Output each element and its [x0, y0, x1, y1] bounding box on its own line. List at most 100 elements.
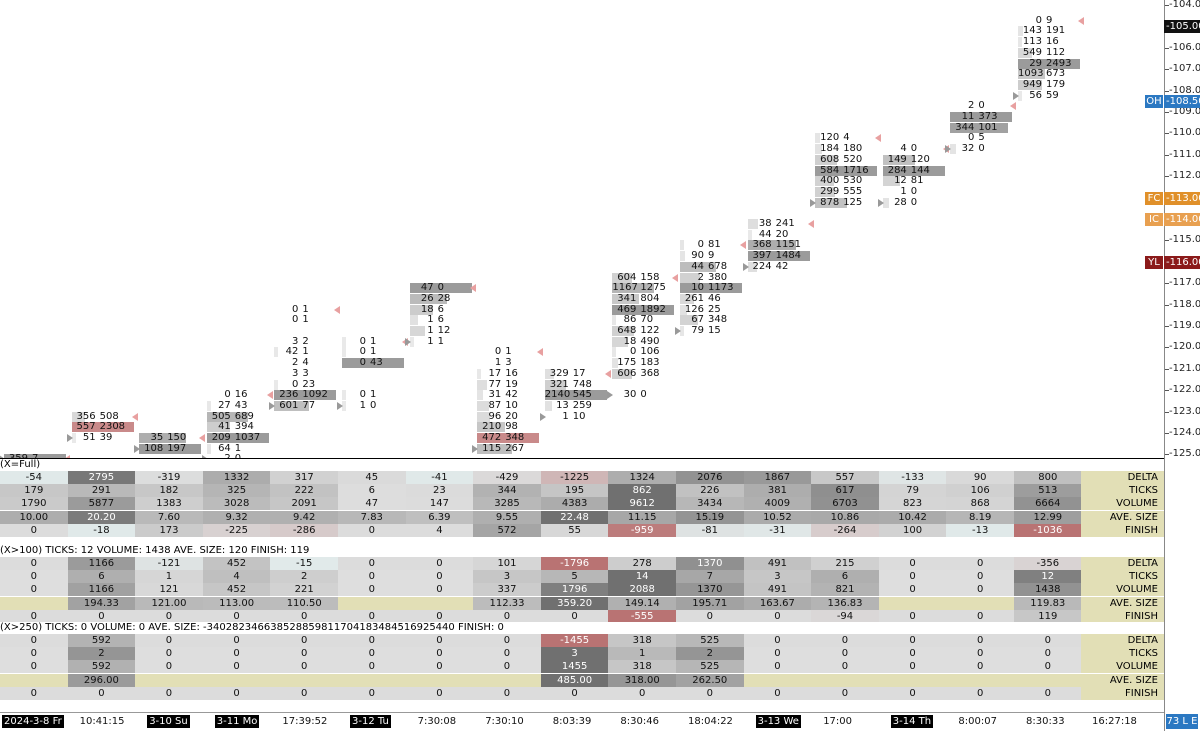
footprint-volume-bar	[409, 336, 414, 347]
stat-cell: 3028	[202, 497, 271, 511]
stat-cell: 6	[67, 570, 136, 584]
stat-cell: 0	[878, 570, 947, 584]
stat-cell: 0	[676, 686, 744, 700]
footprint-bid-volume: 606	[617, 367, 637, 379]
footprint-ask-volume: 70	[640, 314, 654, 326]
close-marker-icon	[1013, 91, 1019, 100]
footprint-ask-volume: 125	[843, 196, 863, 208]
price-axis[interactable]: -104.0-105.0-106.0-107.0-108.0-109.0-110…	[1145, 0, 1200, 731]
time-axis[interactable]: 2024-3-8 Fr 10:41:15 3-10 Su 3-11 Mo 17:39:5…	[0, 712, 1164, 732]
stat-cell: -13	[946, 523, 1014, 537]
stat-cell: -1796	[540, 557, 609, 570]
stat-cell: 325	[202, 484, 271, 498]
price-tick-label: -110.0	[1164, 127, 1200, 139]
open-marker-icon	[740, 241, 746, 250]
footprint-bid-volume: 11	[961, 111, 975, 122]
footprint-volume-bar	[274, 379, 279, 390]
stat-cell: 101	[473, 557, 541, 570]
stat-cell: 2	[676, 647, 744, 661]
panel-header: (X>250) TICKS: 0 VOLUME: 0 AVE. SIZE: -3…	[0, 622, 1164, 634]
price-tick-label: -115.0	[1164, 234, 1200, 246]
footprint-ask-volume: 508	[99, 410, 119, 422]
stat-cell: 0	[743, 609, 812, 623]
footprint-ask-volume: 1037	[234, 432, 261, 443]
stat-cell: 121	[135, 583, 203, 597]
footprint-ask-volume: 520	[843, 153, 863, 165]
footprint-bid-volume: 397	[752, 250, 772, 262]
stat-cell: 0	[338, 660, 406, 674]
stat-cell: 2088	[608, 583, 676, 597]
footprint-ask-volume: 112	[1046, 46, 1066, 58]
footprint-ask-volume: 267	[505, 442, 525, 454]
stat-cell: 194.33	[67, 596, 136, 610]
stat-cell: 1324	[608, 471, 676, 484]
footprint-volume-bar	[206, 400, 211, 411]
stat-cell: 11.15	[608, 510, 676, 524]
footprint-volume-bar	[680, 251, 685, 262]
stat-cell: 215	[811, 557, 879, 570]
price-tick-label: -122.0	[1164, 384, 1200, 396]
footprint-ask-volume: 748	[572, 378, 592, 390]
stat-cell: 23	[405, 484, 474, 498]
footprint-ask-volume: 191	[1046, 25, 1066, 37]
footprint-volume-bar	[680, 315, 699, 326]
footprint-volume-bar	[342, 390, 346, 401]
stat-cell: 0	[67, 609, 136, 623]
stat-cell	[338, 596, 406, 610]
price-tick-label: -117.0	[1164, 277, 1200, 289]
stat-cell: -429	[473, 471, 541, 484]
footprint-chart[interactable]: 3597356508557230851393515010819701627435…	[0, 0, 1164, 465]
stat-cell: 262.50	[676, 673, 744, 687]
footprint-ask-volume: 20	[775, 228, 789, 240]
stat-cell: 452	[202, 557, 271, 570]
footprint-bid-volume: 79	[691, 325, 704, 336]
stat-cell: -133	[878, 471, 947, 484]
footprint-bid-volume: 236	[279, 389, 299, 401]
stat-cell: 0	[0, 609, 68, 623]
stat-cell: 1	[608, 647, 676, 661]
footprint-ask-volume: 42	[505, 389, 518, 401]
stat-cell: 7	[676, 570, 744, 584]
open-marker-icon	[807, 220, 814, 228]
stat-cell: -18	[67, 523, 136, 537]
stat-cell: 10.42	[878, 510, 947, 524]
stat-cell: 5877	[67, 497, 136, 511]
stat-cell: 221	[270, 583, 338, 597]
stat-cell: 0	[405, 660, 474, 674]
price-marker: OH-108.50	[1145, 95, 1200, 109]
footprint-volume-bar	[882, 197, 889, 208]
open-marker-icon	[199, 434, 206, 442]
stat-cell: 0	[473, 686, 541, 700]
close-marker-icon	[269, 401, 276, 410]
stat-cell: 10.00	[0, 510, 68, 524]
stat-cell: 0	[1014, 647, 1082, 661]
stat-cell: -286	[270, 523, 338, 537]
footprint-ask-volume: 4	[302, 357, 309, 369]
footprint-bid-volume: 4	[900, 143, 907, 155]
price-marker-tag: OH	[1145, 95, 1163, 109]
footprint-bid-volume: 44	[758, 228, 772, 240]
stat-cell: 0	[811, 686, 879, 700]
footprint-bid-volume: 108	[144, 442, 164, 454]
time-label: 8:03:39	[552, 716, 592, 727]
footprint-ask-volume: 1484	[775, 250, 802, 262]
stat-cell: 6703	[811, 497, 879, 511]
footprint-volume-bar	[612, 283, 655, 294]
stat-cell: 1	[135, 570, 203, 584]
footprint-bid-volume: 184	[820, 143, 840, 155]
close-marker-icon	[607, 391, 614, 400]
footprint-ask-volume: 368	[640, 367, 660, 379]
footprint-ask-volume: 6	[437, 303, 444, 315]
stat-cell: 110.50	[270, 596, 338, 610]
footprint-ask-volume: 1892	[640, 303, 666, 315]
footprint-bid-volume: 13	[556, 399, 569, 411]
stat-cell: 0	[743, 634, 812, 647]
footprint-volume-bar	[477, 443, 513, 454]
time-label: 17:00	[823, 716, 853, 727]
footprint-bid-volume: 0	[224, 389, 231, 401]
footprint-ask-volume: 0	[978, 143, 985, 155]
footprint-bid-volume: 41	[218, 421, 231, 433]
stat-cell: 0	[338, 647, 406, 661]
footprint-bid-volume: 584	[820, 164, 840, 176]
footprint-bid-volume: 878	[820, 196, 840, 208]
